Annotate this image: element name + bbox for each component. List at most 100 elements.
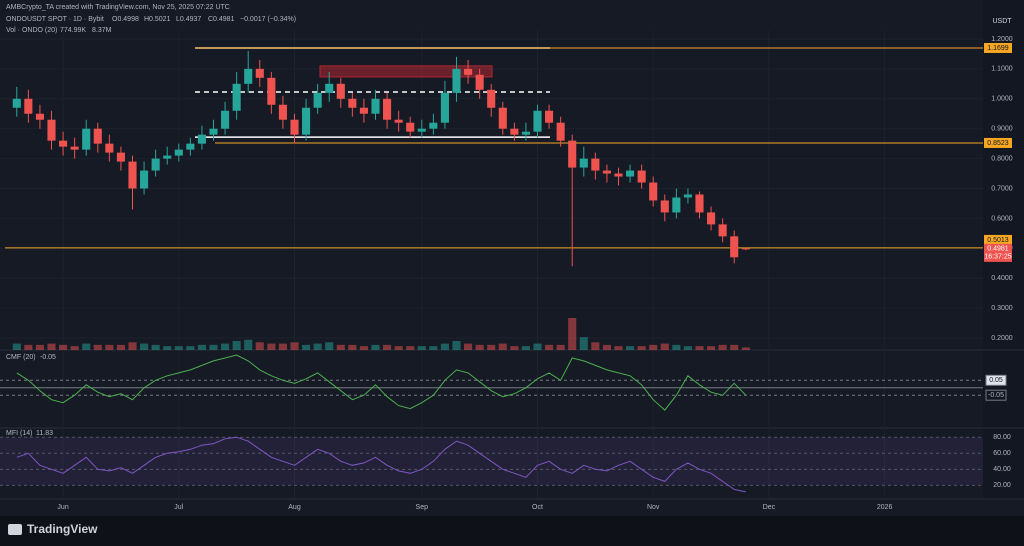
volume-bar <box>498 343 507 350</box>
volume-bar <box>383 344 392 350</box>
cmf-tick-bg <box>985 374 1007 386</box>
footer-logo: TradingView <box>27 522 98 536</box>
volume-bar <box>475 344 484 350</box>
candle-body <box>649 182 658 201</box>
footer-bar <box>0 516 1024 546</box>
cmf-tick-label: -0.05 <box>988 392 1004 399</box>
volume-bar <box>741 347 750 350</box>
last-price-bg <box>984 243 1012 262</box>
cmf-tick-label: 0.05 <box>989 377 1003 384</box>
candle-body <box>614 173 623 177</box>
y-tick-label: 0.6000 <box>991 215 1013 222</box>
candle-body <box>475 74 484 90</box>
volume-bar <box>487 344 496 350</box>
last-price: 0.4981 <box>987 246 1009 253</box>
candle-body <box>244 68 253 84</box>
volume-bar <box>359 346 368 350</box>
candle-body <box>718 224 727 237</box>
candle-body <box>255 68 264 78</box>
candle-body <box>82 128 91 150</box>
x-tick-label: Oct <box>532 504 543 511</box>
volume-bar <box>533 343 542 350</box>
volume-bar <box>12 343 21 350</box>
volume-bar <box>116 344 125 350</box>
price-line-label: 0.8523 <box>987 140 1009 147</box>
ohlc-legend: H0.5021 <box>144 16 171 23</box>
candle-body <box>383 98 392 120</box>
mfi-line <box>16 436 746 493</box>
volume-legend-value: 774.99K <box>60 27 86 34</box>
volume-bar <box>637 346 646 350</box>
volume-bar <box>626 346 635 350</box>
volume-bar <box>614 346 623 350</box>
ohlc-legend: −0.0017 (−0.34%) <box>240 16 296 23</box>
volume-bar <box>325 342 334 350</box>
volume-bar <box>290 342 299 350</box>
y-tick-label: 0.3000 <box>991 305 1013 312</box>
volume-bar <box>545 344 554 350</box>
volume-bar <box>336 344 345 350</box>
volume-bar <box>232 341 241 350</box>
volume-bar <box>244 339 253 350</box>
candle-body <box>406 122 415 132</box>
volume-bar <box>174 346 183 350</box>
volume-bar <box>718 344 727 350</box>
candle-body <box>440 92 449 123</box>
mfi-tick-label: 60.00 <box>993 450 1011 457</box>
volume-bar <box>417 346 426 350</box>
candle-body <box>47 119 56 141</box>
volume-bar <box>429 346 438 350</box>
candle-body <box>325 83 334 93</box>
volume-bar <box>440 343 449 350</box>
candle-body <box>290 119 299 135</box>
volume-bar <box>313 343 322 350</box>
cmf-legend: CMF (20) <box>6 354 36 361</box>
supply-zone <box>319 65 493 78</box>
y-tick-label: 1.0000 <box>991 96 1013 103</box>
volume-bar <box>35 344 44 350</box>
y-tick-label: 0.9000 <box>991 126 1013 133</box>
volume-bar <box>521 346 530 350</box>
candle-body <box>556 122 565 141</box>
candle-body <box>348 98 357 108</box>
volume-bar <box>695 346 704 350</box>
volume-bar <box>105 344 114 350</box>
x-tick-label: Jun <box>57 504 68 511</box>
candle-body <box>35 113 44 120</box>
volume-bar <box>47 343 56 350</box>
volume-bar <box>371 344 380 350</box>
x-tick-label: Nov <box>647 504 660 511</box>
volume-bar <box>140 343 149 350</box>
candle-body <box>510 128 519 135</box>
candle-body <box>730 236 739 258</box>
y-tick-label: 1.1000 <box>991 66 1013 73</box>
ohlc-legend: C0.4981 <box>208 16 235 23</box>
candle-body <box>521 131 530 135</box>
countdown: 16:37:25 <box>984 254 1011 261</box>
candle-body <box>487 89 496 108</box>
volume-bar <box>510 346 519 350</box>
candle-body <box>302 107 311 135</box>
candle-body <box>626 170 635 177</box>
volume-bar <box>649 344 658 350</box>
volume-bar <box>128 342 137 350</box>
volume-bar <box>672 344 681 350</box>
volume-bar <box>556 344 565 350</box>
mfi-tick-label: 20.00 <box>993 482 1011 489</box>
volume-bar <box>683 346 692 350</box>
y-tick-label: 0.7000 <box>991 185 1013 192</box>
candle-body <box>174 149 183 156</box>
candle-body <box>417 128 426 132</box>
mfi-legend-value: 11.83 <box>36 430 53 437</box>
candle-body <box>637 170 646 183</box>
candle-body <box>267 77 276 105</box>
volume-bar <box>209 344 218 350</box>
candle-body <box>140 170 149 189</box>
volume-bar <box>660 343 669 350</box>
x-tick-label: Sep <box>416 504 429 511</box>
candle-body <box>545 110 554 123</box>
price-line-label-bg <box>984 234 1012 245</box>
price-line-label-bg <box>984 137 1012 148</box>
candle-body <box>186 143 195 150</box>
